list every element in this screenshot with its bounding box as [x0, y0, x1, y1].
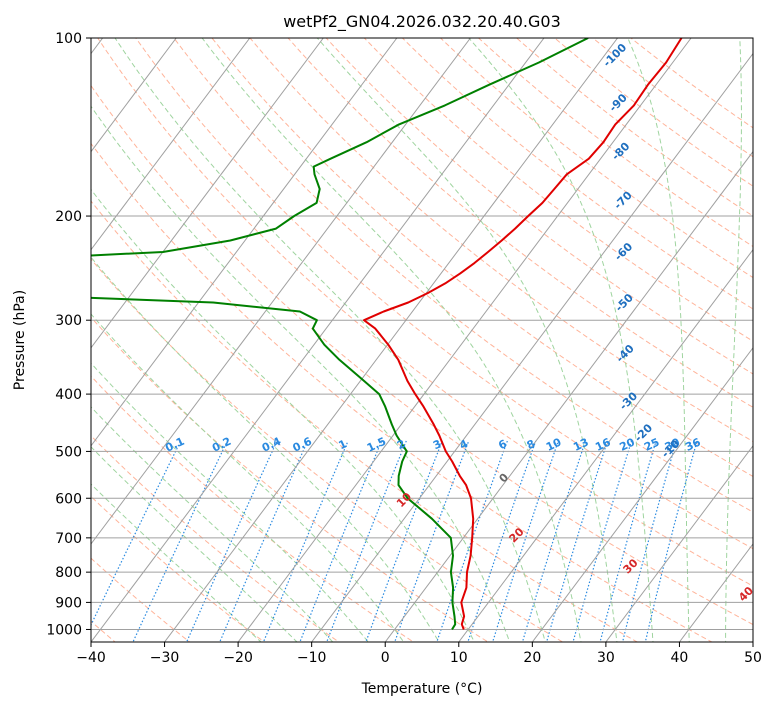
mixing-ratio-line	[467, 440, 537, 642]
dry-adiabat	[173, 38, 753, 513]
x-axis: −40 −30 −20 −10 0 10 20 30 40 50	[76, 642, 762, 666]
dry-adiabat	[249, 38, 753, 443]
y-tick-label: 900	[55, 595, 82, 611]
y-tick-label: 500	[55, 444, 82, 460]
mixing-ratio-line	[644, 440, 698, 642]
y-axis: 100 200 300 400 500 600 700 800 900 1000	[46, 31, 91, 638]
isotherm	[91, 38, 251, 251]
isotherm	[458, 248, 753, 642]
mixing-ratio-line	[132, 440, 228, 642]
dry-adiabat	[363, 38, 753, 342]
x-tick-label: 0	[381, 650, 390, 666]
plot-frame	[90, 37, 754, 643]
dry-adiabat	[91, 84, 753, 626]
dry-adiabat	[401, 38, 753, 310]
isotherm	[91, 38, 471, 545]
x-tick-label: −30	[150, 650, 180, 666]
isotherm	[531, 346, 753, 642]
y-tick-label: 200	[55, 209, 82, 225]
dry-adiabat	[97, 38, 753, 587]
moist-adiabat	[725, 38, 743, 642]
x-tick-label: 40	[671, 650, 689, 666]
mixing-ratio-line	[545, 440, 609, 642]
dry-adiabat	[91, 557, 191, 642]
x-tick-label: 10	[450, 650, 468, 666]
mixing-ratio-label: 16	[593, 435, 613, 453]
x-tick-label: 30	[597, 650, 615, 666]
y-tick-label: 100	[55, 31, 82, 47]
x-tick-label: 50	[744, 650, 762, 666]
mixing-ratio-label: 25	[642, 436, 661, 454]
dry-adiabat	[135, 38, 753, 550]
plot-area: 0.1 0.2 0.4 0.6 1 1.5 2 3 4 6 8 10 13 16 20 25 30 36-100-…	[91, 38, 753, 642]
dry-adiabat	[91, 142, 713, 642]
dry-adiabat	[325, 38, 753, 375]
mixing-ratio-label: 30	[663, 435, 683, 453]
moist-adiabat	[91, 362, 369, 642]
moist-adiabat	[91, 446, 298, 642]
moist-adiabat	[627, 38, 690, 642]
dry-adiabat	[91, 375, 415, 642]
sounding-profiles	[91, 38, 683, 631]
y-tick-label: 1000	[46, 622, 82, 638]
moist-adiabat	[201, 38, 582, 642]
x-tick-label: −20	[223, 650, 253, 666]
isotherm	[91, 38, 324, 349]
moist-adiabat	[91, 188, 475, 642]
dry-adiabats	[91, 38, 753, 642]
moist-adiabat	[316, 38, 618, 642]
mixing-ratio-label: 36	[683, 435, 703, 453]
y-tick-label: 700	[55, 531, 82, 547]
x-axis-label: Temperature (°C)	[361, 681, 483, 697]
mixing-ratio-lines	[91, 440, 698, 642]
y-tick-label: 400	[55, 387, 82, 403]
y-tick-label: 300	[55, 313, 82, 329]
moist-adiabat	[91, 313, 405, 642]
mixing-ratio-line	[521, 440, 587, 642]
chart-title: wetPf2_GN04.2026.032.20.40.G03	[283, 12, 561, 32]
mixing-ratio-line	[572, 440, 633, 642]
isotherm	[91, 38, 398, 447]
mixing-ratio-line	[326, 440, 407, 642]
y-tick-label: 800	[55, 565, 82, 581]
y-tick-label: 600	[55, 491, 82, 507]
isotherm	[384, 150, 753, 642]
x-tick-label: −10	[297, 650, 327, 666]
mixing-ratio-label: 10	[544, 435, 564, 453]
dry-adiabat	[91, 200, 639, 642]
moist-adiabat	[468, 38, 654, 642]
isotherm	[237, 38, 692, 642]
moist-adiabat	[91, 406, 334, 642]
mixing-ratio-line	[599, 440, 657, 642]
dry-adiabat	[91, 258, 564, 642]
mixing-ratio-line	[262, 440, 349, 642]
mixing-ratio-line	[621, 440, 678, 642]
isotherms	[91, 38, 753, 642]
temperature-line	[363, 38, 683, 630]
dry-adiabat	[91, 316, 489, 642]
dewpoint-line	[91, 38, 589, 631]
mixing-ratio-label: 13	[571, 436, 590, 454]
x-tick-label: 20	[523, 650, 541, 666]
isobars	[91, 38, 753, 630]
isotherm	[91, 38, 177, 153]
moist-adiabat	[114, 38, 546, 642]
mixing-ratio-label: 20	[618, 435, 638, 453]
dry-adiabat	[211, 38, 753, 477]
x-tick-label: −40	[76, 650, 106, 666]
mixing-ratio-line	[299, 440, 383, 642]
isotherm	[311, 52, 753, 642]
moist-adiabat	[91, 256, 440, 642]
dry-adiabat	[91, 435, 340, 642]
isotherm	[605, 445, 753, 642]
moist-adiabats	[91, 38, 743, 642]
isotherm	[91, 38, 545, 642]
isotherm	[164, 38, 618, 642]
y-axis-label: Pressure (hPa)	[12, 290, 28, 390]
mixing-ratio-line	[436, 440, 508, 642]
